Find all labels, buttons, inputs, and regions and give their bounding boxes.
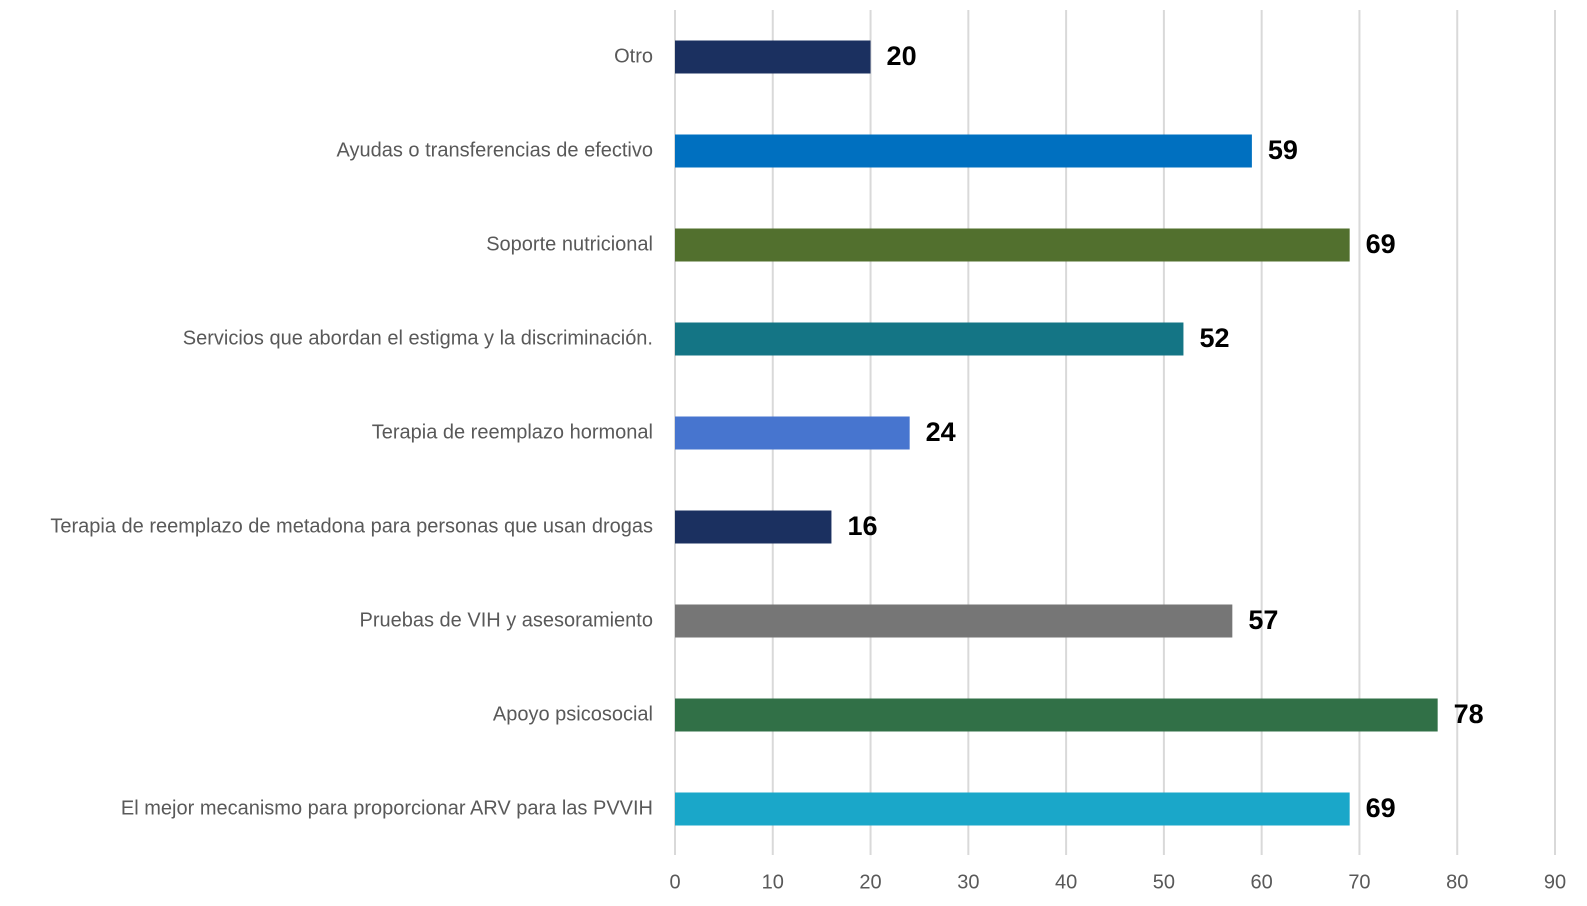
y-tick-label: Servicios que abordan el estigma y la di… xyxy=(183,327,653,349)
data-label: 69 xyxy=(1366,229,1396,259)
data-label: 69 xyxy=(1366,793,1396,823)
bar xyxy=(675,416,910,450)
x-tick-label: 60 xyxy=(1251,871,1273,893)
bar xyxy=(675,698,1438,732)
data-label: 57 xyxy=(1248,605,1278,635)
x-tick-label: 50 xyxy=(1153,871,1175,893)
bar xyxy=(675,604,1233,638)
y-tick-label: Apoyo psicosocial xyxy=(493,703,653,725)
y-tick-label: Otro xyxy=(614,45,653,67)
bar xyxy=(675,792,1350,826)
bar xyxy=(675,322,1184,356)
x-tick-label: 20 xyxy=(859,871,881,893)
x-tick-label: 70 xyxy=(1348,871,1370,893)
data-label: 52 xyxy=(1199,323,1229,353)
y-tick-label: Terapia de reemplazo hormonal xyxy=(372,421,653,443)
y-tick-label: Terapia de reemplazo de metadona para pe… xyxy=(50,515,653,537)
bar xyxy=(675,510,832,544)
data-label: 78 xyxy=(1454,699,1484,729)
y-tick-label: Pruebas de VIH y asesoramiento xyxy=(360,609,654,631)
x-tick-label: 40 xyxy=(1055,871,1077,893)
x-tick-label: 0 xyxy=(669,871,680,893)
x-tick-label: 10 xyxy=(762,871,784,893)
bar xyxy=(675,134,1252,168)
bar xyxy=(675,228,1350,262)
y-tick-label: Ayudas o transferencias de efectivo xyxy=(337,139,653,161)
x-tick-label: 90 xyxy=(1544,871,1566,893)
data-label: 16 xyxy=(847,511,877,541)
data-label: 59 xyxy=(1268,135,1298,165)
data-label: 20 xyxy=(887,41,917,71)
bar xyxy=(675,40,871,74)
x-tick-label: 30 xyxy=(957,871,979,893)
y-tick-label: Soporte nutricional xyxy=(486,233,653,255)
x-tick-label: 80 xyxy=(1446,871,1468,893)
y-tick-label: El mejor mecanismo para proporcionar ARV… xyxy=(121,797,653,819)
data-label: 24 xyxy=(926,417,956,447)
